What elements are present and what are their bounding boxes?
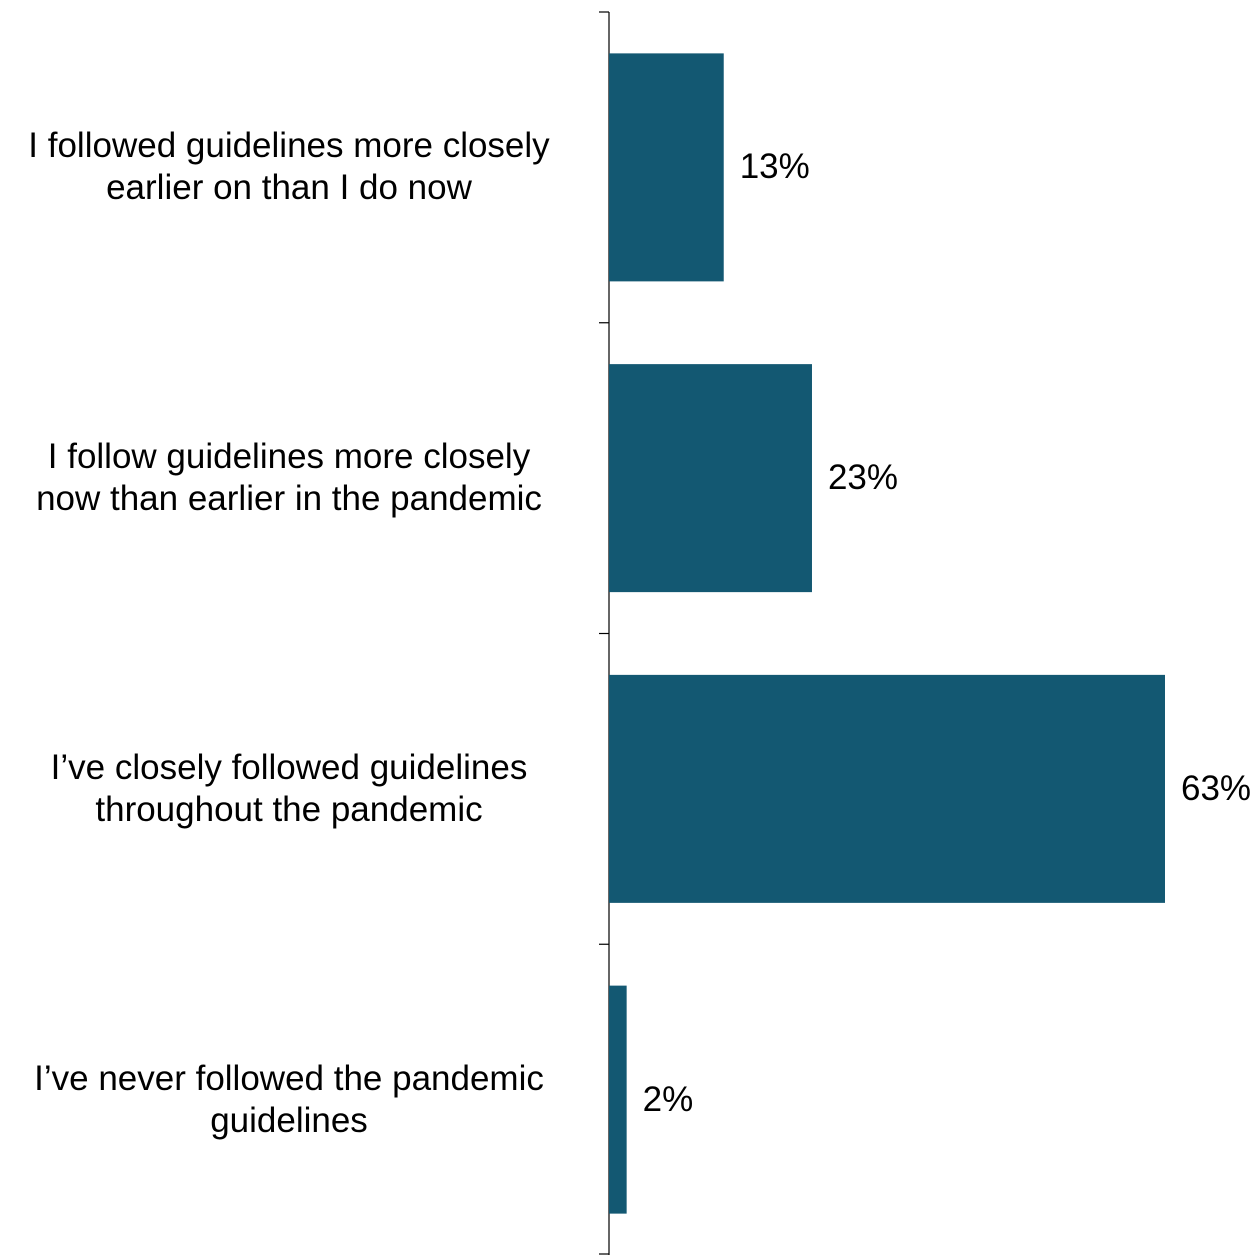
category-label-line: I’ve never followed the pandemic — [34, 1058, 544, 1098]
category-label-line: guidelines — [210, 1100, 368, 1140]
category-label: I’ve never followed the pandemic guidelin… — [0, 1058, 578, 1142]
category-label-line: I followed guidelines more closely — [28, 126, 550, 166]
value-label: 2% — [642, 1079, 694, 1119]
category-label: I followed guidelines more closely earlie… — [0, 125, 578, 209]
category-label-line: now than earlier in the pandemic — [36, 479, 542, 519]
value-label: 13% — [739, 147, 810, 187]
category-label-line: I’ve closely followed guidelines — [50, 747, 528, 787]
category-label-line: I follow guidelines more closely — [47, 437, 531, 477]
category-label-line: throughout the pandemic — [95, 789, 483, 829]
bar — [609, 364, 812, 593]
category-label: I follow guidelines more closely now than… — [0, 436, 578, 520]
bar — [609, 53, 724, 282]
category-label: I’ve closely followed guidelines througho… — [0, 747, 578, 831]
value-label: 63% — [1181, 768, 1252, 808]
value-label: 23% — [827, 458, 899, 498]
bar — [609, 985, 627, 1214]
bar — [609, 674, 1165, 903]
category-label-line: earlier on than I do now — [106, 168, 472, 208]
